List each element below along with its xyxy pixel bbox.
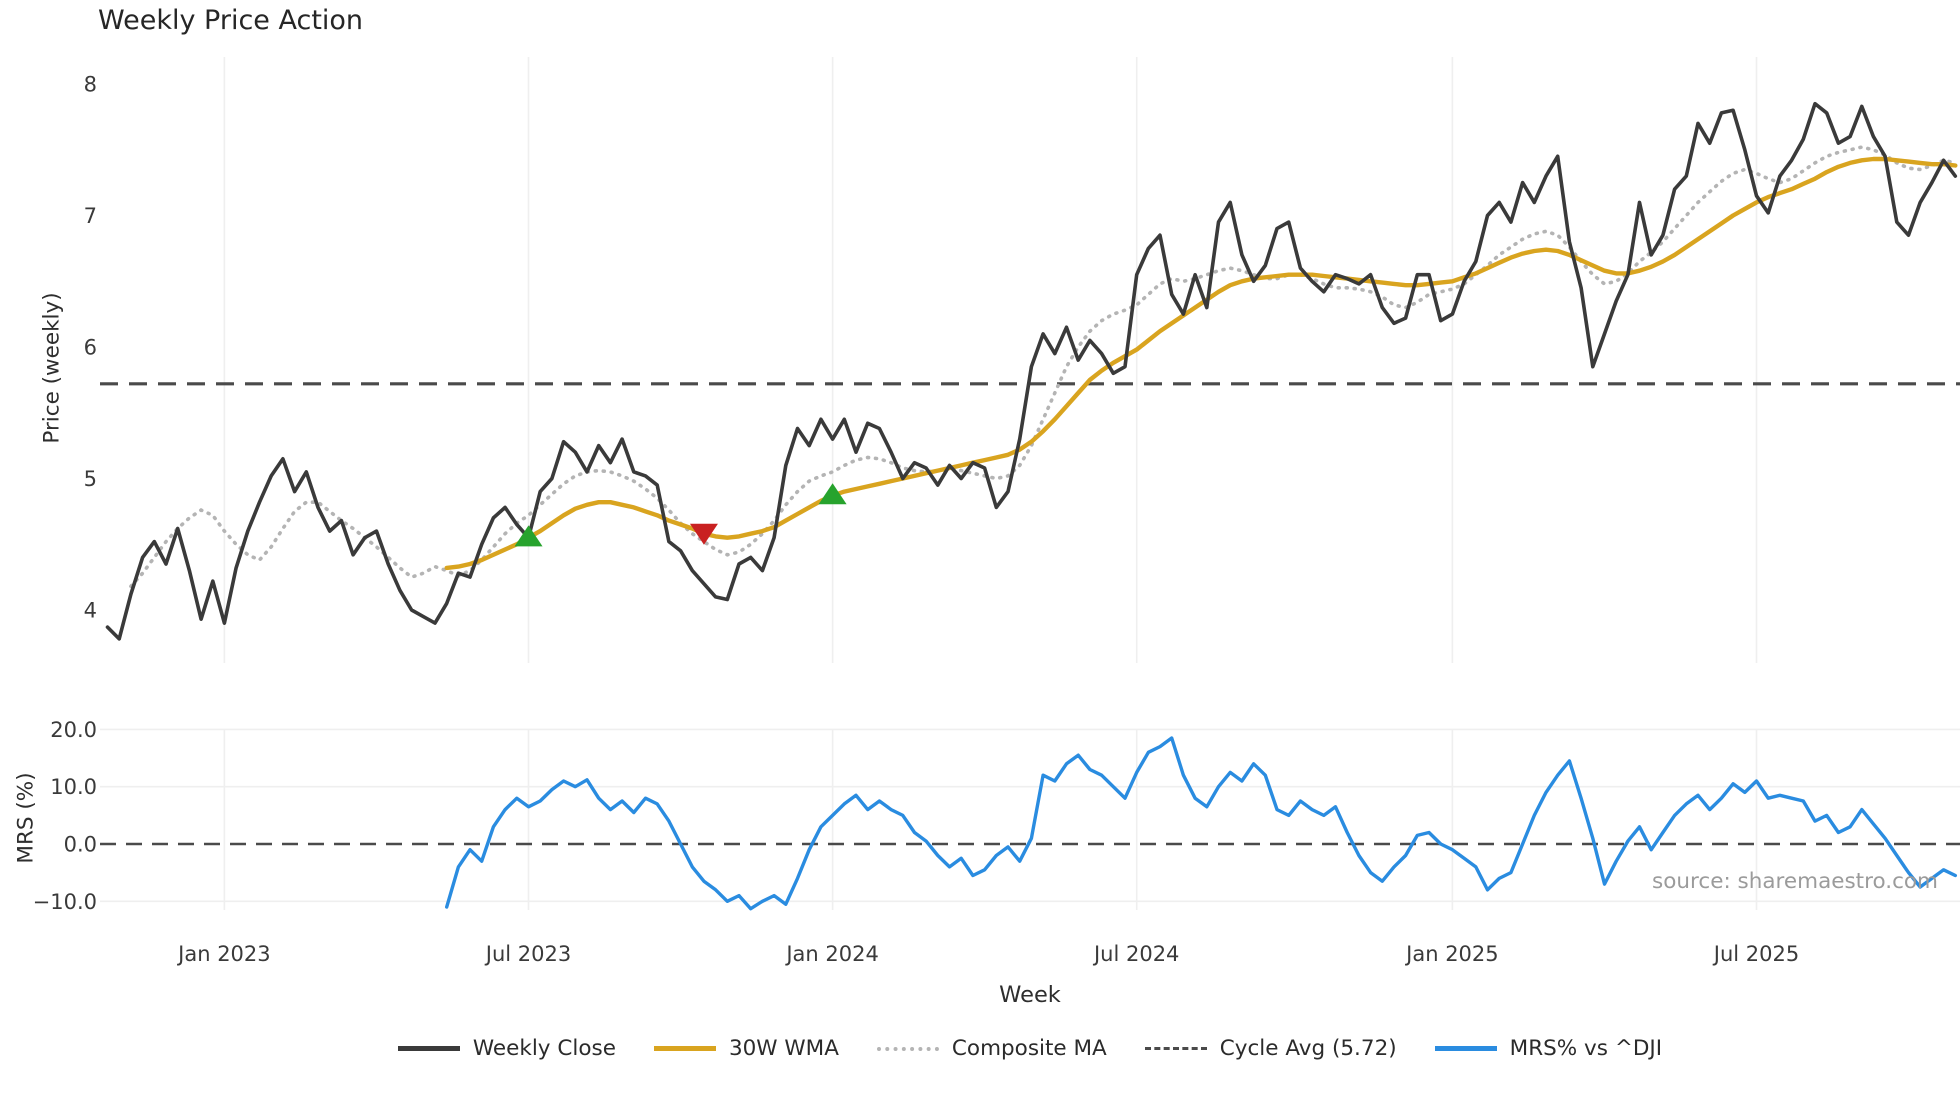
mrs-line	[445, 736, 1958, 911]
x-tick-label: Jan 2023	[176, 942, 271, 966]
price-tick-label: 5	[84, 467, 97, 491]
x-tick-label: Jul 2024	[1092, 942, 1179, 966]
mrs-tick-label: −10.0	[33, 890, 97, 914]
x-tick-label: Jan 2024	[784, 942, 879, 966]
x-tick-label: Jan 2025	[1404, 942, 1499, 966]
legend-item-weekly-close: Weekly Close	[397, 1036, 616, 1061]
mrs-line-icon	[1434, 1046, 1497, 1051]
x-tick-label: Jul 2023	[484, 942, 571, 966]
page-title: Weekly Price Action	[98, 5, 364, 36]
legend-item-30w-wma: 30W WMA	[653, 1036, 839, 1061]
weekly-close-line-icon	[397, 1046, 460, 1051]
weekly-close-line	[105, 101, 1958, 641]
x-axis-label: Week	[999, 982, 1061, 1008]
legend-item-composite-ma: Composite MA	[876, 1036, 1107, 1061]
legend-item-mrs: MRS% vs ^DJI	[1434, 1036, 1663, 1061]
composite-ma-dotted-line-icon	[876, 1046, 939, 1051]
composite-ma-line	[129, 145, 1958, 589]
mrs-axis-label: MRS (%)	[13, 772, 39, 864]
wma-line-icon	[653, 1046, 716, 1051]
legend-label: Cycle Avg (5.72)	[1219, 1036, 1397, 1061]
price-tick-label: 7	[84, 204, 97, 228]
sell-signal-marker	[689, 523, 718, 545]
price-tick-label: 8	[84, 73, 97, 97]
x-tick-label: Jul 2025	[1712, 942, 1799, 966]
price-tick-label: 4	[84, 599, 97, 623]
mrs-tick-label: 0.0	[64, 833, 97, 857]
legend-label: Composite MA	[951, 1036, 1107, 1061]
legend-label: Weekly Close	[472, 1036, 616, 1061]
price-axis-label: Price (weekly)	[39, 292, 65, 444]
wma-line	[444, 156, 1958, 571]
mrs-tick-label: 10.0	[50, 775, 97, 799]
mrs-tick-label: 20.0	[50, 718, 97, 742]
price-tick-label: 6	[84, 336, 97, 360]
buy-signal-marker	[514, 525, 543, 547]
legend-label: 30W WMA	[728, 1036, 839, 1061]
cycle-avg-dashed-line-icon	[1144, 1047, 1207, 1050]
legend-item-cycle-avg: Cycle Avg (5.72)	[1144, 1036, 1397, 1061]
buy-signal-marker	[818, 483, 847, 505]
legend-label: MRS% vs ^DJI	[1509, 1036, 1663, 1061]
legend: Weekly Close 30W WMA Composite MA Cycle …	[100, 1036, 1960, 1061]
source-credit: source: sharemaestro.com	[1652, 869, 1938, 894]
